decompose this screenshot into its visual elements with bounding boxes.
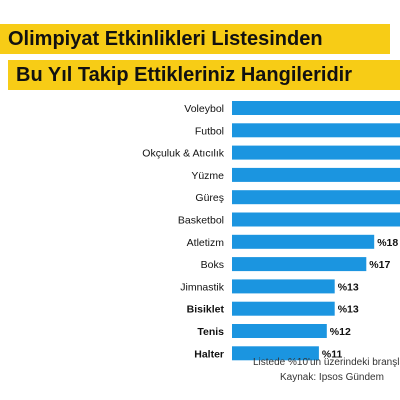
value-label: %17 [369, 259, 390, 271]
category-label: Güreş [195, 192, 224, 204]
bar [232, 279, 335, 294]
bar [232, 301, 335, 316]
bar [232, 346, 319, 361]
category-label: Bisiklet [187, 304, 225, 316]
chart-title-line-1: Olimpiyat Etkinlikleri Listesinden [0, 24, 390, 54]
bar [232, 212, 400, 227]
bar [232, 145, 400, 160]
category-label: Halter [194, 348, 224, 360]
bar [232, 257, 367, 272]
value-label: %18 [377, 237, 398, 249]
bar [232, 123, 400, 138]
value-label: %13 [338, 304, 359, 316]
category-label: Tenis [197, 326, 224, 338]
category-label: Yüzme [191, 170, 224, 182]
category-label: Voleybol [184, 103, 224, 115]
value-label: %12 [330, 326, 351, 338]
bar [232, 324, 327, 338]
chart-source: Kaynak: Ipsos Gündem [280, 372, 384, 383]
value-label: %11 [322, 348, 343, 360]
value-label: %13 [338, 281, 359, 293]
category-label: Atletizm [187, 237, 225, 249]
category-label: Futbol [195, 125, 224, 137]
chart-title-line-2: Bu Yıl Takip Ettikleriniz Hangileridir [8, 60, 400, 90]
bar [232, 234, 375, 249]
bar [232, 190, 400, 205]
bar [232, 101, 400, 115]
category-label: Basketbol [178, 215, 224, 227]
category-label: Boks [201, 259, 224, 271]
bar [232, 167, 400, 182]
category-label: Jimnastik [180, 281, 225, 293]
chart-footnote: Listede %10'un üzerindeki branşlar [253, 357, 400, 368]
category-label: Okçuluk & Atıcılık [142, 148, 224, 160]
